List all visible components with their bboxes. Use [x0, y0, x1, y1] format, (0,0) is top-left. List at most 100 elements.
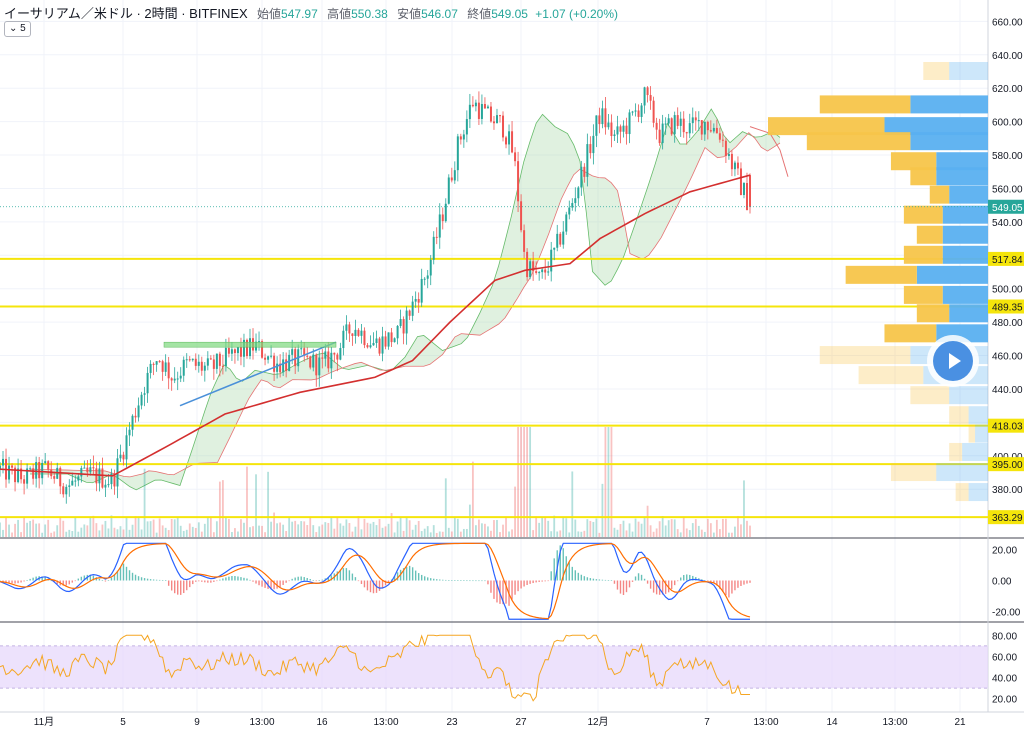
volume-bar: [29, 520, 32, 537]
volume-bar: [688, 530, 691, 537]
candle-body: [309, 356, 312, 368]
volume-profile-sell: [968, 483, 988, 502]
candle-body: [709, 130, 712, 132]
macd-histogram-bar: [41, 576, 43, 581]
candle-body: [318, 357, 321, 376]
macd-signal-line: [0, 542, 751, 620]
candle-body: [414, 298, 417, 302]
macd-histogram-bar: [451, 580, 453, 581]
macd-histogram-bar: [180, 580, 182, 595]
candle-body: [619, 126, 622, 132]
change-value: +1.07 (+0.20%): [535, 7, 619, 21]
macd-histogram-bar: [541, 580, 543, 582]
macd-histogram-bar: [580, 574, 583, 581]
level-tag-label: 363.29: [992, 513, 1023, 524]
volume-bar: [429, 532, 432, 537]
candle-body: [77, 476, 80, 481]
candle-body: [423, 278, 426, 280]
candle-body: [65, 486, 68, 495]
time-axis: 11月 5 9 13:00 16 13:00 23 27 12月 7 13:00 14 13:00 21: [34, 716, 966, 728]
candle-body: [550, 249, 553, 272]
volume-profile-sell: [949, 304, 988, 323]
macd-histogram-bar: [237, 576, 239, 581]
volume-bar: [718, 529, 721, 537]
volume-bar: [306, 525, 309, 537]
macd-histogram-bar: [595, 579, 598, 581]
candle-body: [745, 183, 748, 211]
volume-bar: [703, 531, 706, 537]
volume-bar: [179, 525, 182, 537]
volume-bar: [234, 528, 236, 537]
play-button[interactable]: [933, 341, 973, 381]
time-tick-label: 11月: [34, 716, 54, 728]
macd-histogram-bar: [613, 580, 616, 584]
candle-body: [742, 183, 745, 195]
indicator-collapse-chip[interactable]: ⌄ 5: [4, 21, 31, 37]
candle-body: [206, 358, 209, 366]
candle-body: [679, 118, 682, 126]
volume-profile-sell: [910, 95, 988, 114]
macd-histogram-bar: [303, 577, 305, 581]
volume-bar: [363, 518, 366, 537]
candle-body: [571, 203, 574, 208]
macd-histogram-bar: [430, 578, 432, 581]
play-icon: [949, 353, 961, 369]
candle-body: [727, 153, 730, 157]
macd-histogram-bar: [134, 574, 137, 581]
time-tick-label: 21: [954, 717, 966, 728]
candle-body: [267, 356, 270, 360]
candle-body: [456, 136, 459, 171]
volume-bar: [505, 517, 507, 537]
volume-bar: [134, 516, 137, 537]
macd-histogram-bar: [704, 580, 706, 581]
candle-body: [739, 168, 742, 195]
volume-profile-buy: [923, 61, 950, 80]
macd-histogram-bar: [98, 578, 101, 581]
volume-bar: [170, 519, 173, 537]
volume-bar: [119, 526, 122, 537]
volume-bar: [209, 517, 212, 537]
candle-body: [610, 122, 613, 137]
volume-bar: [438, 531, 441, 537]
price-tick-label: 600.00: [992, 118, 1023, 129]
macd-histogram-bar: [568, 562, 570, 581]
candle-body: [242, 339, 245, 357]
macd-histogram-bar: [411, 567, 414, 581]
candle-body: [20, 468, 23, 480]
volume-bar: [628, 523, 631, 537]
macd-histogram-bar: [161, 580, 164, 581]
macd-histogram-bar: [574, 570, 577, 581]
volume-bar: [697, 525, 700, 537]
volume-profile-sell: [936, 463, 988, 482]
volume-bar: [462, 528, 465, 537]
candle-body: [239, 347, 242, 357]
macd-axis-label: 0.00: [992, 577, 1012, 588]
candle-body: [258, 341, 261, 343]
macd-histogram-bar: [345, 568, 348, 581]
macd-histogram-bar: [80, 576, 83, 581]
volume-bar: [655, 528, 658, 537]
macd-histogram-bar: [243, 577, 245, 581]
candle-body: [450, 177, 453, 181]
macd-histogram-bar: [216, 580, 218, 582]
volume-bar: [715, 519, 718, 537]
volume-bar: [237, 531, 239, 537]
rsi-band: [0, 645, 988, 689]
candle-body: [622, 125, 625, 132]
volume-bar: [185, 529, 188, 537]
candle-body: [749, 175, 751, 207]
macd-histogram-bar: [514, 580, 516, 595]
macd-histogram-bar: [89, 574, 92, 581]
macd-histogram-bar: [0, 580, 1, 582]
rsi-axis-label: 40.00: [992, 674, 1017, 685]
cloud-span-b: [29, 132, 781, 478]
candle-body: [676, 115, 679, 126]
volume-bar: [610, 427, 613, 537]
volume-bar: [468, 504, 471, 537]
macd-histogram-bar: [252, 580, 254, 582]
candle-body: [291, 349, 294, 355]
macd-histogram-bar: [152, 579, 155, 581]
volume-profile-sell: [942, 285, 988, 304]
macd-histogram-bar: [737, 580, 739, 588]
